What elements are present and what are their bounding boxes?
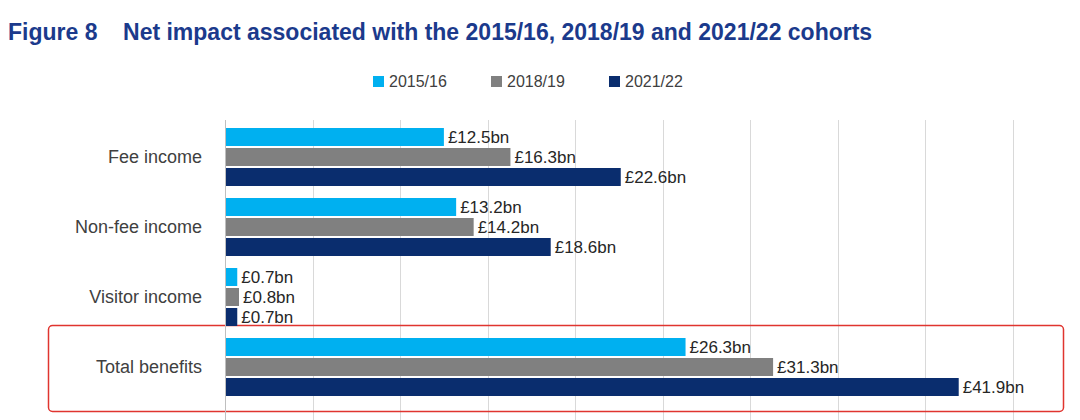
bar xyxy=(225,308,237,326)
data-label: £31.3bn xyxy=(777,358,838,377)
bar xyxy=(225,358,773,376)
axis-line xyxy=(225,120,226,420)
bars xyxy=(225,128,959,396)
legend-label: 2018/19 xyxy=(507,73,565,90)
legend-label: 2021/22 xyxy=(625,73,683,90)
legend-label: 2015/16 xyxy=(389,73,447,90)
chart-container: Figure 8 Net impact associated with the … xyxy=(0,0,1080,420)
title: Figure 8 Net impact associated with the … xyxy=(8,19,872,45)
chart-svg: Figure 8 Net impact associated with the … xyxy=(0,0,1080,420)
bar xyxy=(225,128,444,146)
category-label: Visitor income xyxy=(89,287,202,307)
bar xyxy=(225,148,510,166)
data-label: £0.7bn xyxy=(241,308,293,327)
bar xyxy=(225,198,456,216)
data-label: £41.9bn xyxy=(963,378,1024,397)
data-label: £13.2bn xyxy=(460,198,521,217)
data-label: £0.7bn xyxy=(241,268,293,287)
legend-swatch xyxy=(609,76,620,87)
category-label: Fee income xyxy=(108,147,202,167)
grid-line xyxy=(225,120,226,420)
data-label: £0.8bn xyxy=(243,288,295,307)
data-label: £26.3bn xyxy=(690,338,751,357)
grid xyxy=(226,120,1014,420)
bar xyxy=(225,168,621,186)
highlight-box xyxy=(49,326,1064,412)
legend-swatch xyxy=(373,76,384,87)
bar xyxy=(225,238,551,256)
grid-line xyxy=(925,120,926,420)
bar xyxy=(225,218,474,236)
data-label: £22.6bn xyxy=(625,168,686,187)
data-label: £12.5bn xyxy=(448,128,509,147)
data-label: £16.3bn xyxy=(514,148,575,167)
bar xyxy=(225,338,686,356)
category-labels: Fee income Non-fee income Visitor income To… xyxy=(75,147,202,377)
legend-swatch xyxy=(491,76,502,87)
bar xyxy=(225,268,237,286)
category-label: Total benefits xyxy=(96,357,202,377)
data-label: £18.6bn xyxy=(555,238,616,257)
data-labels: £12.5bn £16.3bn £22.6bn £13.2bn£14.2bn £18.6… xyxy=(241,128,1024,397)
legend: 2015/16 2018/19 2021/22 xyxy=(373,73,683,90)
bar xyxy=(225,378,959,396)
grid-line xyxy=(1013,120,1014,420)
bar xyxy=(225,288,239,306)
data-label: £14.2bn xyxy=(478,218,539,237)
category-label: Non-fee income xyxy=(75,217,202,237)
